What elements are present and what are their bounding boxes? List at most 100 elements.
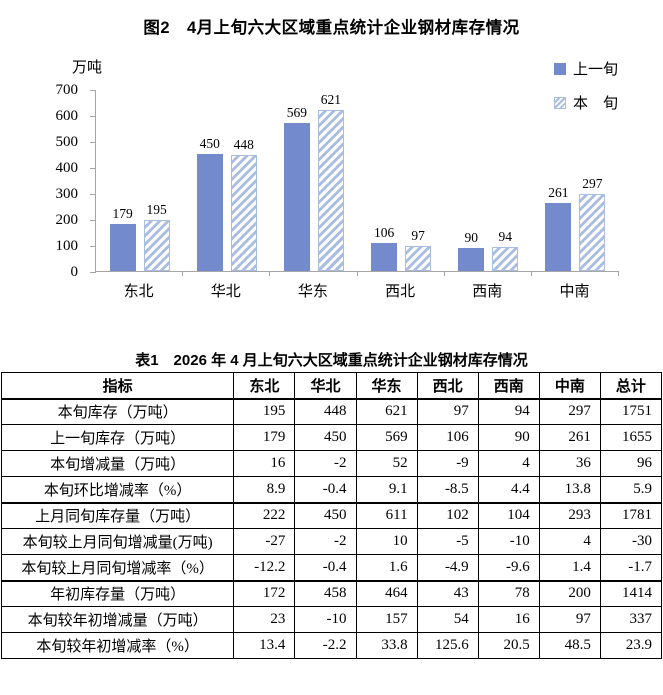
- column-header: 东北: [233, 372, 296, 400]
- table-header-row: 指标 东北 华北 华东 西北 西南 中南 总计: [0, 372, 663, 400]
- bar-上一旬: [196, 154, 223, 271]
- value-cell: -9.6: [477, 554, 540, 582]
- bar-value-label: 448: [233, 136, 254, 152]
- value-cell: 179: [233, 424, 296, 451]
- value-cell: -1.7: [599, 554, 663, 582]
- value-cell: -2: [294, 528, 357, 555]
- value-cell: 9.1: [355, 476, 418, 504]
- value-cell: -10: [294, 606, 357, 633]
- bar-本旬: [230, 154, 257, 271]
- bar-value-label: 94: [498, 228, 513, 244]
- bar-本旬: [143, 220, 170, 271]
- value-cell: 16: [477, 606, 540, 633]
- value-cell: 78: [477, 580, 540, 607]
- value-cell: 157: [355, 606, 418, 633]
- bar-value-label: 97: [411, 227, 425, 243]
- value-cell: 102: [416, 502, 479, 529]
- y-axis: 0 100 200 300 400 500 600 700: [0, 82, 88, 280]
- value-cell: 172: [233, 580, 296, 607]
- value-cell: 458: [294, 580, 357, 607]
- y-tick-label: 600: [55, 108, 79, 124]
- y-tick-label: 100: [55, 238, 79, 254]
- value-cell: 97: [416, 398, 479, 425]
- column-header: 指标: [0, 372, 235, 400]
- legend-label: 本 旬: [573, 96, 619, 112]
- value-cell: 1655: [599, 424, 663, 451]
- hatch-swatch-icon: [554, 96, 566, 109]
- value-cell: 54: [416, 606, 479, 633]
- y-tick-mark: [90, 90, 96, 91]
- bar-上一旬: [545, 203, 572, 271]
- table-row: 本旬较年初增减率（%） 13.4 -2.2 33.8 125.6 20.5 48.5 23.9: [0, 632, 663, 659]
- table-row: 年初库存量（万吨） 172 458 464 43 78 200 1414: [0, 580, 663, 607]
- y-tick-mark: [90, 142, 96, 143]
- table-row: 本旬环比增减率（%） 8.9 -0.4 9.1 -8.5 4.4 13.8 5.9: [0, 476, 663, 504]
- value-cell: 16: [233, 450, 296, 477]
- y-tick-mark: [90, 220, 96, 221]
- x-tick-mark: [618, 271, 619, 276]
- legend-label: 上一旬: [573, 62, 619, 78]
- indicator-label: 年初库存量（万吨）: [0, 580, 235, 607]
- value-cell: 90: [477, 424, 540, 451]
- value-cell: -27: [233, 528, 296, 555]
- value-cell: 23.9: [599, 632, 663, 659]
- value-cell: 4.4: [477, 476, 540, 504]
- value-cell: 125.6: [416, 632, 479, 659]
- column-header: 中南: [538, 372, 601, 400]
- data-table: 指标 东北 华北 华东 西北 西南 中南 总计 本旬库存（万吨） 195 448 621 97 94 29…: [0, 372, 663, 659]
- bar-value-label: 261: [548, 185, 569, 201]
- value-cell: -30: [599, 528, 663, 555]
- category-label: 华东: [297, 284, 328, 300]
- value-cell: -0.4: [294, 554, 357, 582]
- value-cell: 1.4: [538, 554, 601, 582]
- indicator-label: 本旬较上月同旬增减量(万吨): [0, 528, 235, 555]
- value-cell: 4: [477, 450, 540, 477]
- value-cell: 450: [294, 424, 357, 451]
- value-cell: 33.8: [355, 632, 418, 659]
- indicator-label: 本旬环比增减率（%）: [0, 476, 235, 504]
- value-cell: 43: [416, 580, 479, 607]
- value-cell: -8.5: [416, 476, 479, 504]
- table-title: 表1 2026 年 4 月上旬六大区域重点统计企业钢材库存情况: [135, 352, 528, 369]
- chart-title: 图2 4月上旬六大区域重点统计企业钢材库存情况: [143, 19, 520, 37]
- indicator-label: 本旬增减量（万吨）: [0, 450, 235, 477]
- value-cell: 96: [599, 450, 663, 477]
- indicator-label: 本旬库存（万吨）: [0, 398, 235, 425]
- value-cell: 8.9: [233, 476, 296, 504]
- bar-上一旬: [283, 123, 310, 271]
- value-cell: 106: [416, 424, 479, 451]
- indicator-label: 上一旬库存（万吨）: [0, 424, 235, 451]
- value-cell: 97: [538, 606, 601, 633]
- value-cell: 20.5: [477, 632, 540, 659]
- value-cell: 464: [355, 580, 418, 607]
- bar-本旬: [579, 193, 606, 271]
- category-label: 西北: [385, 284, 416, 300]
- bar-chart: 图2 4月上旬六大区域重点统计企业钢材库存情况 万吨 0 100 200 300 400…: [0, 0, 663, 320]
- value-cell: 1781: [599, 502, 663, 529]
- column-header: 华东: [355, 372, 418, 400]
- y-tick-mark: [90, 272, 96, 273]
- column-header: 华北: [294, 372, 357, 400]
- table-body: 本旬库存（万吨） 195 448 621 97 94 297 1751 上一旬库存（万吨） 179…: [0, 398, 663, 659]
- y-tick-label: 0: [70, 264, 79, 280]
- indicator-label: 本旬较年初增减率（%）: [0, 632, 235, 659]
- value-cell: 611: [355, 502, 418, 529]
- y-axis-unit-label: 万吨: [72, 60, 103, 76]
- bar-value-label: 621: [320, 91, 342, 107]
- x-tick-mark: [182, 271, 184, 276]
- bar-上一旬: [458, 247, 485, 271]
- value-cell: -5: [416, 528, 479, 555]
- bar-value-label: 179: [112, 206, 133, 222]
- value-cell: 621: [355, 398, 418, 425]
- value-cell: 23: [233, 606, 296, 633]
- indicator-label: 上月同旬库存量（万吨）: [0, 502, 235, 529]
- column-header: 西南: [477, 372, 540, 400]
- x-tick-mark: [530, 271, 532, 276]
- bar-value-label: 450: [199, 136, 220, 151]
- legend-item: 本 旬: [554, 92, 618, 113]
- chart-legend: 上一旬本 旬: [554, 58, 618, 126]
- value-cell: 52: [355, 450, 418, 477]
- category-label: 西南: [472, 284, 503, 300]
- y-tick-mark: [90, 168, 96, 169]
- value-cell: 5.9: [599, 476, 663, 504]
